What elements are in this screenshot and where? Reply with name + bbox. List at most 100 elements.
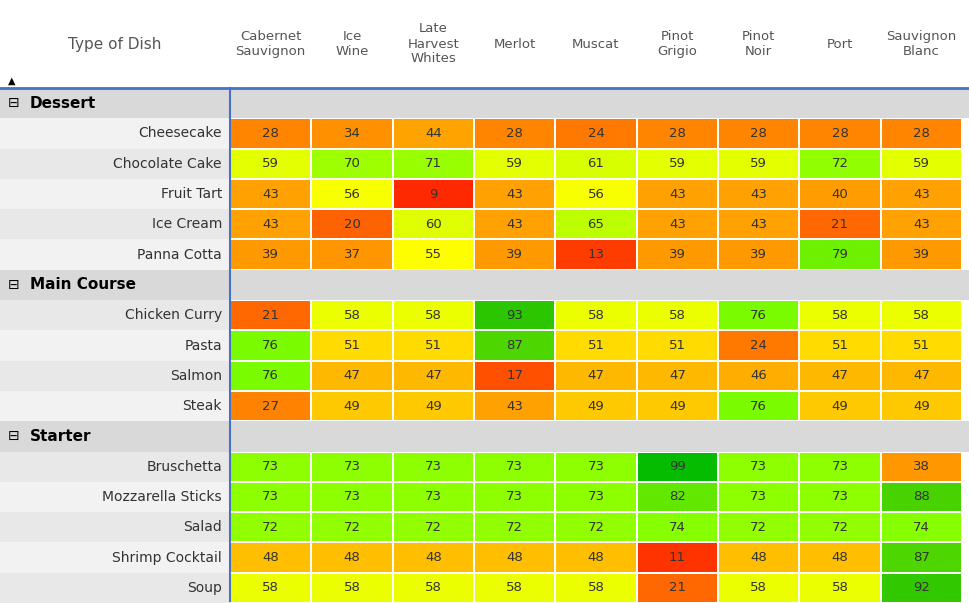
Bar [231,332,310,359]
Bar [0,573,230,603]
Text: 58: 58 [669,309,685,322]
Text: 39: 39 [669,248,685,261]
Text: 51: 51 [343,339,360,352]
Text: 13: 13 [587,248,604,261]
Text: 74: 74 [669,521,685,534]
Bar [231,362,310,390]
Bar [718,332,797,359]
Bar [0,209,230,239]
Text: 73: 73 [830,460,848,473]
Bar [393,180,473,208]
Bar [231,483,310,511]
Text: 88: 88 [912,490,928,504]
Text: 43: 43 [912,188,929,201]
Text: 79: 79 [830,248,848,261]
Bar [556,301,635,329]
Bar [881,543,960,572]
Bar [0,270,969,300]
Text: 73: 73 [587,460,604,473]
Bar [556,362,635,390]
Text: 73: 73 [587,490,604,504]
Text: 43: 43 [506,218,522,231]
Bar [799,483,879,511]
Text: 43: 43 [749,188,766,201]
Text: Sauvignon
Blanc: Sauvignon Blanc [886,30,955,58]
Text: 48: 48 [830,551,848,564]
Text: 48: 48 [506,551,522,564]
Text: 61: 61 [587,157,604,170]
Bar [393,301,473,329]
Bar [637,543,716,572]
Text: 93: 93 [506,309,522,322]
Text: Panna Cotta: Panna Cotta [137,248,222,262]
Text: 73: 73 [343,460,360,473]
Bar [0,391,230,421]
Text: 48: 48 [587,551,604,564]
Bar [799,362,879,390]
Bar [231,150,310,178]
Bar [881,119,960,148]
Bar [799,150,879,178]
Bar [718,150,797,178]
Bar [556,210,635,238]
Text: 72: 72 [749,521,766,534]
Text: 20: 20 [343,218,360,231]
Text: 43: 43 [749,218,766,231]
Bar [393,543,473,572]
Bar [881,180,960,208]
Bar [0,179,230,209]
Text: 73: 73 [262,490,279,504]
Text: Port: Port [826,37,853,51]
Text: 49: 49 [587,400,604,412]
Text: 48: 48 [343,551,360,564]
Bar [0,300,230,330]
Bar [799,513,879,541]
Text: Shrimp Cocktail: Shrimp Cocktail [112,551,222,564]
Text: 49: 49 [424,400,441,412]
Text: 72: 72 [506,521,522,534]
Bar [393,241,473,269]
Bar [881,573,960,602]
Text: 49: 49 [343,400,360,412]
Bar [0,512,230,543]
Text: 82: 82 [669,490,685,504]
Text: ⊟: ⊟ [8,429,19,443]
Text: 73: 73 [830,490,848,504]
Text: Salad: Salad [183,520,222,534]
Bar [475,301,553,329]
Text: 72: 72 [587,521,604,534]
Bar [881,392,960,420]
Bar [556,119,635,148]
Text: ⊟: ⊟ [8,96,19,110]
Bar [312,210,391,238]
Text: Pinot
Grigio: Pinot Grigio [657,30,697,58]
Bar [312,392,391,420]
Text: 58: 58 [424,309,441,322]
Bar [637,241,716,269]
Text: 17: 17 [506,369,522,382]
Text: 21: 21 [262,309,279,322]
Text: Soup: Soup [187,581,222,595]
Text: 55: 55 [424,248,441,261]
Bar [475,362,553,390]
Text: Cabernet
Sauvignon: Cabernet Sauvignon [235,30,305,58]
Bar [881,332,960,359]
Text: 73: 73 [424,490,441,504]
Bar [881,241,960,269]
Bar [556,241,635,269]
Text: 24: 24 [587,127,604,140]
Bar [556,180,635,208]
Bar [799,301,879,329]
Bar [0,118,230,148]
Bar [718,543,797,572]
Bar [231,513,310,541]
Bar [0,330,230,361]
Text: 34: 34 [343,127,360,140]
Bar [881,301,960,329]
Bar [718,180,797,208]
Bar [231,392,310,420]
Text: 27: 27 [262,400,279,412]
Bar [231,543,310,572]
Text: Chicken Curry: Chicken Curry [125,308,222,322]
Bar [393,392,473,420]
